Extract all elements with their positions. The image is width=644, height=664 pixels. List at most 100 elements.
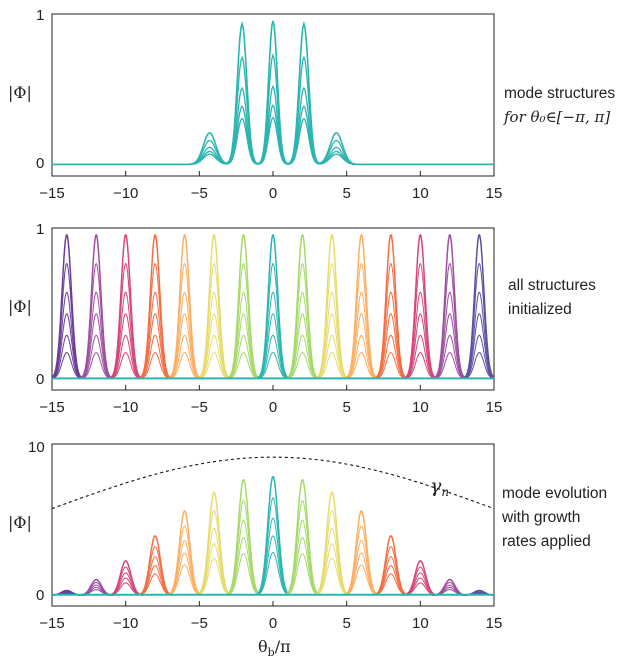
- panel-2-ytick-1: 1: [36, 221, 44, 238]
- evolved-mode-curve: [314, 527, 350, 596]
- panel-3-ytick-0: 0: [36, 587, 44, 604]
- mode-curve: [166, 352, 203, 379]
- panel-1-frame: [51, 13, 495, 177]
- panel-2-ytick-0: 0: [36, 371, 44, 388]
- evolved-mode-curve: [108, 566, 144, 596]
- mode-curve: [78, 233, 114, 380]
- evolved-mode-curve: [225, 519, 262, 596]
- mode-curve: [137, 233, 173, 380]
- evolved-mode-curve: [137, 546, 174, 596]
- evolved-mode-curve: [255, 552, 291, 596]
- panel-3-ytick-10: 10: [28, 439, 45, 456]
- mode-curve: [255, 313, 291, 379]
- mode-curve: [343, 233, 380, 380]
- mode-curve: [343, 313, 380, 379]
- growth-rate-label-sub: n: [441, 485, 449, 499]
- x-tick-label: −15: [39, 185, 64, 202]
- mode-curve: [461, 313, 495, 379]
- mode-structure-curve: [52, 116, 494, 166]
- mode-curve: [225, 233, 262, 380]
- evolved-mode-curve: [255, 517, 291, 596]
- mode-curve: [432, 313, 468, 379]
- evolved-mode-curve: [284, 519, 321, 596]
- panel-1-ylabel: |Φ|: [8, 83, 32, 102]
- mode-curve: [196, 233, 232, 380]
- growth-rate-curve: [51, 456, 495, 510]
- mode-curve: [255, 233, 291, 380]
- evolved-mode-curve: [137, 556, 173, 596]
- mode-curve: [432, 233, 468, 380]
- mode-curve: [225, 313, 262, 379]
- evolved-mode-curve: [196, 543, 233, 596]
- evolved-mode-curve: [255, 535, 291, 596]
- mode-curve: [402, 352, 438, 379]
- x-tick-label: −5: [191, 399, 208, 416]
- panel-3-mode-evolution: −15 −10 −5 0 5 10 15 10 0 |Φ| γn mode evolutio…: [8, 439, 607, 659]
- mode-curve: [373, 313, 409, 379]
- evolved-mode-curve: [284, 537, 321, 596]
- mode-curve: [225, 262, 262, 379]
- mode-curve: [108, 352, 144, 379]
- evolved-mode-curve: [402, 572, 438, 596]
- panel-3-x-ticks: −15 −10 −5 0 5 10 15: [39, 601, 502, 632]
- panel-2-annotation-line-1: all structures: [508, 277, 596, 294]
- panel-1-annotation-line-1: mode structures: [504, 85, 615, 102]
- mode-curve: [373, 233, 409, 380]
- x-tick-label: 15: [486, 185, 503, 202]
- mode-curve: [432, 352, 468, 379]
- mode-curve: [284, 233, 321, 380]
- mode-curve: [108, 313, 144, 379]
- x-axis-label-main: θ: [258, 637, 268, 656]
- mode-curve: [255, 352, 291, 379]
- x-tick-label: 15: [486, 399, 503, 416]
- evolved-mode-curve: [166, 552, 203, 596]
- evolved-mode-curve: [137, 573, 174, 596]
- mode-curve: [343, 334, 380, 379]
- panel-2-annotation-line-2: initialized: [508, 301, 572, 318]
- mode-curve: [225, 352, 262, 379]
- panel-1-curves: [52, 20, 494, 166]
- mode-curve: [255, 262, 291, 379]
- x-tick-label: 15: [486, 615, 503, 632]
- mode-curve: [166, 334, 203, 379]
- mode-curve: [373, 334, 409, 379]
- mode-curve: [137, 262, 173, 379]
- panel-3-ylabel: |Φ|: [8, 513, 32, 532]
- mode-curve: [225, 334, 262, 379]
- evolved-mode-curve: [343, 564, 380, 596]
- panel-3-curves: [51, 475, 495, 596]
- mode-curve: [432, 334, 468, 379]
- evolved-mode-curve: [372, 546, 409, 596]
- mode-curve: [51, 233, 85, 380]
- evolved-mode-curve: [196, 557, 232, 596]
- evolved-mode-curve: [314, 557, 350, 596]
- evolved-mode-curve: [372, 573, 409, 596]
- x-tick-label: 10: [412, 399, 429, 416]
- evolved-mode-curve: [343, 525, 380, 596]
- evolved-mode-curve: [343, 540, 380, 596]
- x-tick-label: −10: [113, 399, 138, 416]
- mode-curve: [314, 313, 350, 379]
- mode-curve: [78, 262, 114, 379]
- mode-structure-curve: [52, 20, 494, 166]
- mode-curve: [51, 262, 85, 379]
- panel-2-curves: [51, 233, 495, 380]
- x-tick-label: 10: [412, 185, 429, 202]
- x-tick-label: 5: [342, 185, 350, 202]
- mode-curve: [196, 313, 232, 379]
- mode-curve: [314, 334, 350, 379]
- x-tick-label: −5: [191, 185, 208, 202]
- evolved-mode-curve: [225, 537, 262, 596]
- mode-curve: [166, 313, 203, 379]
- x-tick-label: 0: [269, 615, 277, 632]
- mode-curve: [78, 334, 114, 379]
- x-tick-label: −15: [39, 615, 64, 632]
- x-tick-label: −10: [113, 615, 138, 632]
- evolved-mode-curve: [284, 500, 321, 596]
- mode-curve: [108, 262, 144, 379]
- panel-1-x-ticks: −15 −10 −5 0 5 10 15: [39, 171, 502, 202]
- x-axis-label: θb/π: [258, 637, 291, 659]
- x-axis-label-tail: /π: [275, 637, 291, 656]
- panel-2-x-ticks: −15 −10 −5 0 5 10 15: [39, 385, 502, 416]
- mode-curve: [402, 334, 438, 379]
